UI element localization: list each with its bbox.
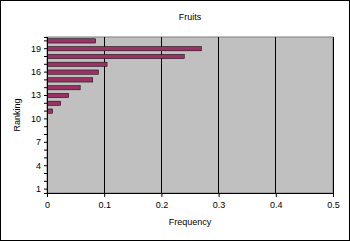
y-tick-mark [44, 173, 47, 174]
x-tick-mark [219, 193, 220, 197]
chart-border [1, 1, 350, 241]
y-tick [44, 150, 47, 151]
y-axis-title: Ranking [12, 98, 22, 131]
y-tick [44, 134, 47, 135]
x-tick-label: 0.1 [98, 200, 111, 210]
y-tick [44, 157, 47, 158]
y-tick-mark [44, 48, 47, 49]
y-tick-label: 13 [31, 90, 41, 100]
grid-line [275, 37, 276, 193]
x-tick-label: 0.5 [327, 200, 340, 210]
bars [47, 39, 201, 113]
x-tick-mark [104, 193, 105, 197]
y-tick-label: 16 [31, 67, 41, 77]
bar [47, 86, 80, 90]
y-tick [44, 56, 47, 57]
x-tick-label: 0.3 [213, 200, 226, 210]
y-tick-mark [44, 189, 47, 190]
x-tick: 0.1 [98, 193, 111, 210]
grid-line [104, 37, 105, 193]
y-tick [44, 79, 47, 80]
title: Fruits [179, 12, 202, 22]
x-tick-mark [276, 193, 277, 197]
y-tick-mark [44, 103, 47, 104]
y-tick [44, 40, 47, 41]
y-tick: 4 [36, 161, 47, 171]
x-tick: 0 [45, 193, 50, 210]
grid-line [218, 37, 219, 193]
y-tick: 10 [31, 114, 47, 124]
grid-line [161, 37, 162, 193]
y-tick-mark [44, 181, 47, 182]
y-tick-mark [44, 111, 47, 112]
grid-line [333, 37, 334, 193]
y-tick-label: 7 [36, 137, 41, 147]
y-tick: 7 [36, 137, 47, 147]
y-tick [44, 64, 47, 65]
y-tick-mark [44, 150, 47, 151]
x-tick: 0.4 [270, 193, 283, 210]
y-tick-mark [44, 134, 47, 135]
x-tick-label: 0.4 [270, 200, 283, 210]
y-tick-label: 10 [31, 114, 41, 124]
y-tick-mark [44, 72, 47, 73]
y-tick [44, 181, 47, 182]
bar [47, 70, 98, 74]
plot-background [47, 37, 333, 193]
y-tick-label: 19 [31, 44, 41, 54]
x-tick: 0.3 [213, 193, 226, 210]
y-tick [44, 87, 47, 88]
y-tick-mark [44, 142, 47, 143]
y-tick-mark [44, 126, 47, 127]
x-tick: 0.5 [327, 193, 340, 210]
y-tick-mark [44, 157, 47, 158]
y-tick: 1 [36, 184, 47, 194]
x-axis-line [48, 194, 334, 198]
bar [47, 39, 96, 43]
x-tick-label: 0 [45, 200, 50, 210]
x-tick-label: 0.2 [156, 200, 169, 210]
chart: 0 0.1 0.2 0.3 0.4 0.5 1 4 7 10 13 16 19 Fruits Frequen… [0, 0, 350, 241]
y-tick-mark [44, 87, 47, 88]
y-tick-mark [44, 79, 47, 80]
y-tick: 19 [31, 44, 47, 54]
bar [47, 47, 201, 51]
x-tick: 0.2 [156, 193, 169, 210]
y-tick-mark [44, 64, 47, 65]
y-tick [44, 111, 47, 112]
y-tick-mark [44, 118, 47, 119]
y-axis: 1 4 7 10 13 16 19 [31, 38, 48, 194]
y-axis-line [44, 38, 48, 194]
y-tick-mark [44, 165, 47, 166]
bar [47, 78, 93, 82]
x-axis-title: Frequency [169, 217, 212, 227]
y-tick-mark [44, 56, 47, 57]
y-tick-mark [44, 95, 47, 96]
x-tick-mark [333, 193, 334, 197]
y-tick [44, 173, 47, 174]
x-tick-mark [161, 193, 162, 197]
bar [47, 101, 61, 105]
x-axis: 0 0.1 0.2 0.3 0.4 0.5 [45, 193, 340, 210]
bar [47, 54, 184, 58]
y-tick: 13 [31, 90, 47, 100]
y-tick [44, 103, 47, 104]
y-tick: 16 [31, 67, 47, 77]
bar [47, 93, 69, 97]
grid [47, 37, 333, 193]
bar [47, 62, 107, 66]
y-tick-label: 1 [36, 184, 41, 194]
y-tick [44, 126, 47, 127]
plot: 0 0.1 0.2 0.3 0.4 0.5 1 4 7 10 13 16 19 [31, 37, 340, 210]
y-tick-mark [44, 40, 47, 41]
y-tick-label: 4 [36, 161, 41, 171]
